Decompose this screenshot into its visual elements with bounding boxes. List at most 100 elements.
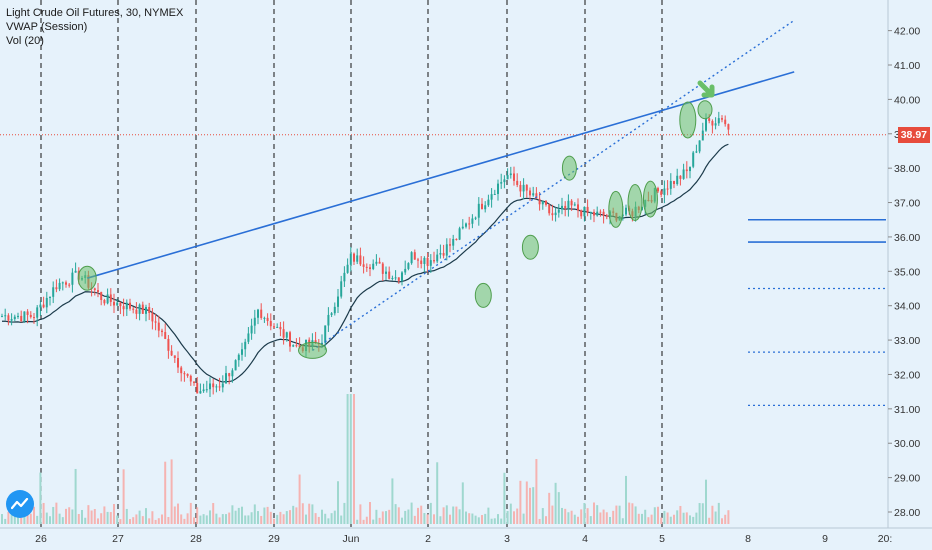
volume-bar <box>7 511 10 524</box>
candle-body <box>189 375 192 382</box>
volume-bar <box>29 513 32 524</box>
volume-bar <box>167 516 170 524</box>
y-tick-label: 29.00 <box>894 473 920 485</box>
candle-body <box>535 193 538 199</box>
candle-body <box>417 259 419 261</box>
volume-bar <box>298 474 301 524</box>
volume-bar <box>273 518 275 524</box>
candle-body <box>519 184 522 192</box>
volume-bar <box>705 479 707 524</box>
volume-bar <box>567 512 570 524</box>
candle-body <box>433 260 435 262</box>
volume-bar <box>324 513 327 524</box>
volume-bar <box>436 462 439 524</box>
candle-body <box>698 140 701 152</box>
candle-body <box>231 370 234 377</box>
volume-bar <box>609 516 611 524</box>
highlight-ellipse <box>298 341 327 359</box>
tradingview-logo-icon[interactable] <box>6 490 34 518</box>
volume-bar <box>503 472 506 524</box>
y-tick-label: 40.00 <box>894 94 920 106</box>
highlight-ellipse <box>474 282 492 308</box>
volume-bar <box>717 502 720 524</box>
volume-bar <box>93 509 96 524</box>
candle-body <box>676 175 679 185</box>
candle-body <box>29 314 32 318</box>
candle-body <box>45 297 48 308</box>
candle-body <box>125 302 128 310</box>
candle-body <box>74 270 77 273</box>
volume-bar <box>660 517 663 524</box>
volume-bar <box>695 512 698 524</box>
candle-body <box>682 169 685 179</box>
candle-body <box>106 294 109 304</box>
candle-body <box>586 206 589 213</box>
legend-vol[interactable]: Vol (20) <box>6 35 44 47</box>
candle-body <box>289 332 291 347</box>
volume-bar <box>225 514 227 524</box>
volume-bar <box>612 510 615 524</box>
candle-body <box>461 226 464 229</box>
candle-body <box>445 244 448 256</box>
candle-body <box>362 264 365 267</box>
volume-bar <box>615 505 618 524</box>
price-axis <box>888 0 932 550</box>
candle-body <box>132 308 135 310</box>
volume-bar <box>49 516 51 524</box>
candle-body <box>221 383 224 388</box>
volume-bar <box>333 510 336 524</box>
volume-bar <box>673 514 675 524</box>
volume-bar <box>221 514 224 524</box>
candle-body <box>426 257 429 266</box>
volume-bar <box>525 481 528 524</box>
volume-bar <box>365 516 368 524</box>
candle-body <box>113 301 115 306</box>
candle-body <box>212 383 215 388</box>
candle-body <box>193 381 195 383</box>
volume-bar <box>356 519 359 524</box>
legend-symbol[interactable]: Light Crude Oil Futures, 30, NYMEX <box>6 7 184 19</box>
volume-bar <box>311 504 314 524</box>
volume-bar <box>404 510 407 524</box>
trendline-dotted <box>312 19 795 351</box>
volume-bar <box>449 514 451 524</box>
volume-bar <box>157 518 160 524</box>
volume-bar <box>177 503 179 524</box>
candle-body <box>503 179 506 183</box>
candle-body <box>557 209 560 213</box>
volume-bar <box>721 518 723 524</box>
candle-body <box>449 244 451 246</box>
candle-body <box>564 205 567 209</box>
volume-bar <box>442 507 445 524</box>
volume-bar <box>465 511 467 524</box>
candle-body <box>202 389 205 392</box>
candle-body <box>215 386 218 388</box>
y-tick-label: 41.00 <box>894 60 920 72</box>
volume-bar <box>573 514 576 524</box>
volume-bar <box>132 517 135 524</box>
candle-body <box>583 206 586 217</box>
candle-body <box>708 118 711 121</box>
legend-vwap[interactable]: VWAP (Session) <box>6 21 88 33</box>
candle-body <box>103 300 106 304</box>
volume-bar <box>676 510 679 524</box>
candle-body <box>567 200 570 209</box>
candle-body <box>413 252 416 260</box>
candle-body <box>241 349 243 355</box>
candle-body <box>36 307 39 318</box>
candle-body <box>727 124 730 130</box>
candle-body <box>410 252 413 264</box>
volume-bar <box>135 514 138 524</box>
candle-body <box>529 190 531 196</box>
volume-bar <box>529 487 531 524</box>
candle-body <box>522 184 525 192</box>
candle-body <box>394 277 397 279</box>
volume-bar <box>727 510 730 524</box>
candle-body <box>685 169 688 172</box>
volume-bar <box>151 511 154 524</box>
volume-bar <box>90 510 93 524</box>
candle-body <box>468 223 471 225</box>
candle-body <box>295 345 298 347</box>
